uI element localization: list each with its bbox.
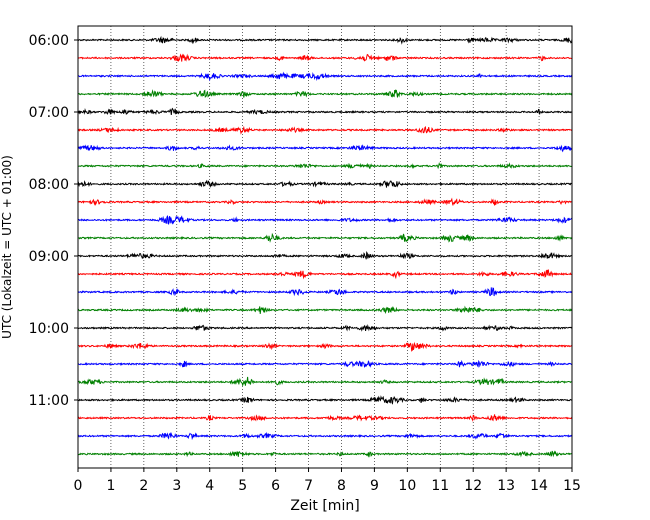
trace-0745 [77,161,573,170]
y-tick-label: 10:00 [29,321,69,337]
y-tick-label: 09:00 [29,249,69,265]
trace-0700 [77,107,573,116]
x-axis-label: Zeit [min] [290,498,359,514]
x-tick-label: 13 [497,478,515,494]
x-tick-label: 15 [563,478,581,494]
y-tick-label: 08:00 [29,177,69,193]
y-tick-label: 07:00 [29,105,69,121]
trace-0930 [77,287,573,297]
trace-1045 [77,376,573,387]
x-tick-label: 11 [431,478,449,494]
x-tick-label: 5 [238,478,247,494]
trace-group [77,35,573,458]
x-tick-label: 3 [172,478,181,494]
x-tick-label: 9 [370,478,379,494]
x-tick-label: 0 [74,478,83,494]
trace-0800 [77,179,573,188]
trace-0845 [77,232,573,243]
y-axis-ticks: 06:00 07:00 08:00 09:00 10:00 11:00 [29,33,78,409]
trace-1000 [77,324,573,332]
y-axis-label: UTC (Lokalzeit = UTC + 01:00) [0,155,14,339]
trace-0815 [77,197,573,206]
plot-frame [77,25,573,469]
x-axis-ticks: 0 1 2 3 4 5 6 7 8 9 10 11 12 13 14 15 [74,468,581,494]
trace-0915 [77,269,573,280]
x-tick-label: 10 [398,478,416,494]
trace-1130 [77,431,573,441]
x-tick-label: 12 [464,478,482,494]
y-tick-label: 06:00 [29,33,69,49]
trace-1030 [77,359,573,368]
x-tick-label: 6 [271,478,280,494]
trace-0830 [77,214,573,225]
x-tick-label: 14 [530,478,548,494]
x-tick-label: 4 [205,478,214,494]
trace-0615 [77,53,573,62]
x-tick-label: 7 [304,478,313,494]
trace-0600 [77,35,573,45]
trace-0945 [77,305,573,315]
y-tick-label: 11:00 [29,393,69,409]
trace-1100 [77,395,573,405]
trace-1145 [77,450,573,458]
x-tick-label: 8 [337,478,346,494]
x-tick-label: 1 [106,478,115,494]
trace-1015 [77,341,573,352]
trace-1115 [77,414,573,423]
plot-background [78,26,572,468]
x-tick-label: 2 [139,478,148,494]
trace-0900 [77,250,573,260]
trace-0630 [77,71,573,82]
trace-0730 [77,144,573,153]
trace-0715 [77,125,573,135]
trace-0645 [77,89,573,98]
